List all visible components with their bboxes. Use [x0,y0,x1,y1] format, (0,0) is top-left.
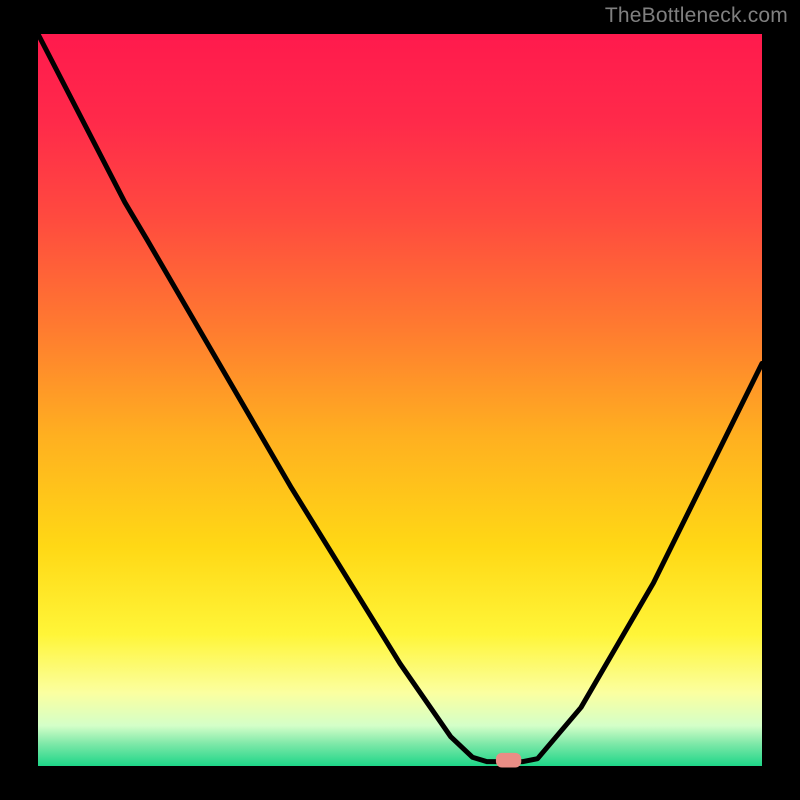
chart-background-gradient [38,34,762,766]
bottleneck-chart: TheBottleneck.com [0,0,800,800]
chart-svg [0,0,800,800]
optimal-point-marker [496,753,521,768]
watermark-label: TheBottleneck.com [605,4,788,28]
